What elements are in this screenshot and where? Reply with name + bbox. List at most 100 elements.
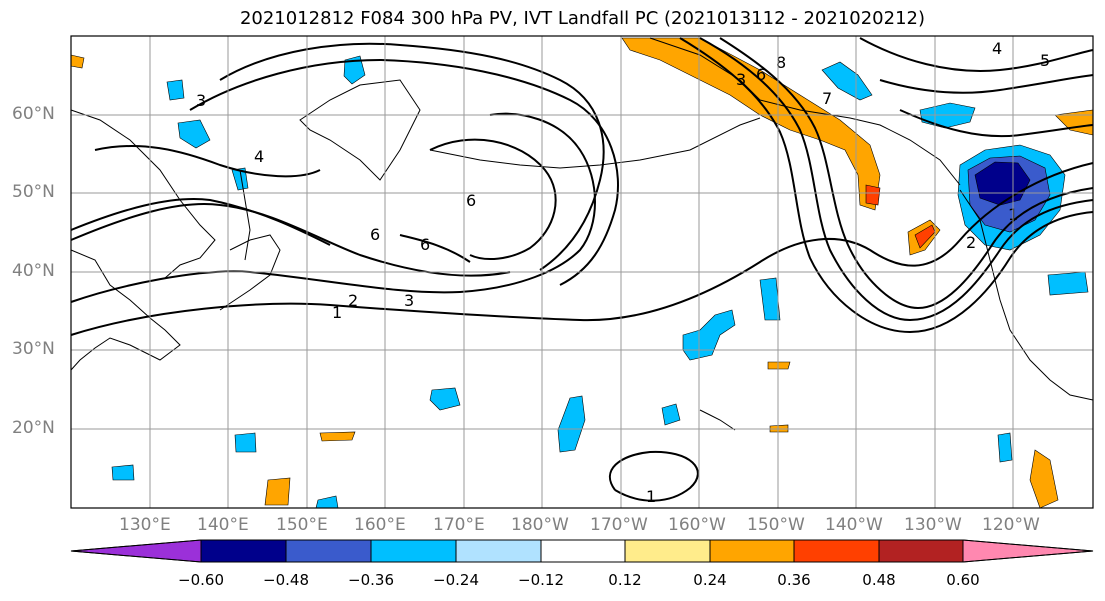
contour-label-6a: 6: [466, 191, 476, 210]
contour-label-4: 4: [254, 147, 264, 166]
colorbar-segment-2: [285, 539, 372, 563]
pv-contour-arc1: [219, 42, 605, 271]
colorbar-segment-under: [70, 539, 202, 563]
pv-contour-3: [70, 203, 511, 277]
colorbar-tick-2: −0.48: [263, 571, 309, 589]
colorbar-segment-7: [709, 539, 795, 563]
negative-anomaly-11: [661, 403, 681, 426]
pv-contour-ne3: [899, 109, 1094, 138]
colorbar-tick-10: 0.60: [946, 571, 980, 589]
negative-anomaly-1: [821, 61, 873, 101]
contour-label-7: 7: [822, 89, 832, 108]
colorbar-segment-3: [370, 539, 457, 563]
contour-label-6c: 6: [420, 235, 430, 254]
lon-label-130e: 130°E: [119, 515, 171, 535]
colorbar-tick-6: 0.12: [608, 571, 642, 589]
colorbar-tick-4: −0.24: [433, 571, 479, 589]
pv-contour-5: [70, 198, 331, 246]
colorbar-segment-6: [624, 539, 711, 563]
positive-anomaly-core: [865, 184, 881, 206]
aleutians: [429, 117, 761, 169]
japan: [219, 234, 281, 311]
pv-contour-4: [94, 145, 321, 178]
contour-labels: 1 2 3 4 6 6 6 3 1 3 6 8 7 4 5 1 2: [196, 39, 1050, 506]
contour-label-4b: 4: [992, 39, 1002, 58]
contour-label-3b: 3: [196, 91, 206, 110]
negative-anomaly-9: [429, 387, 461, 411]
negative-anomaly-6: [231, 167, 249, 191]
pv-contour-trough3: [719, 37, 1094, 310]
lon-label-160e: 160°E: [354, 515, 406, 535]
pv-contour-1: [70, 162, 1094, 336]
colorbar-segment-5: [540, 539, 626, 563]
positive-anomaly-small2: [767, 361, 791, 370]
contour-label-1: 1: [332, 303, 342, 322]
contour-label-8: 8: [776, 53, 786, 72]
negative-anomaly-15: [1047, 271, 1089, 296]
lat-label-20n: 20°N: [12, 418, 55, 438]
negative-anomaly-13: [111, 464, 135, 481]
negative-anomaly-3: [343, 55, 366, 85]
positive-anomaly-small1: [319, 431, 356, 442]
negative-anomaly-8: [682, 309, 736, 361]
pv-contour-6b: [399, 234, 471, 263]
colorbar-tick-7: 0.24: [693, 571, 727, 589]
colorbar-segment-4: [455, 539, 542, 563]
lon-label-140w: 140°W: [825, 515, 883, 535]
contour-label-3: 3: [404, 291, 414, 310]
kamchatka: [299, 79, 421, 181]
contour-label-1-south: 1: [646, 487, 656, 506]
north-america-west: [959, 189, 1094, 401]
lat-label-40n: 40°N: [12, 261, 55, 281]
negative-anomaly-10: [557, 395, 586, 453]
colorbar-tick-8: 0.36: [777, 571, 811, 589]
coastlines: [70, 37, 1094, 431]
positive-anomaly-south1: [1029, 449, 1059, 509]
pv-contour-ne1: [859, 37, 1094, 72]
negative-anomaly-4: [166, 79, 185, 101]
figure-title: 2021012812 F084 300 hPa PV, IVT Landfall…: [239, 8, 926, 29]
lon-label-130w: 130°W: [904, 515, 962, 535]
alaska: [649, 37, 961, 186]
colorbar-tick-9: 0.48: [862, 571, 896, 589]
negative-anomaly-12: [234, 432, 257, 453]
pv-contour-south: [608, 450, 699, 502]
lon-label-150e: 150°E: [276, 515, 328, 535]
colorbar: [70, 539, 1094, 563]
colorbar-segment-8: [793, 539, 880, 563]
negative-anomaly-5: [177, 119, 211, 149]
colorbar-tick-3: −0.36: [348, 571, 394, 589]
pv-contour-arc2: [189, 58, 619, 286]
colorbar-segment-9: [878, 539, 964, 563]
contour-label-3c: 3: [736, 70, 746, 89]
contour-label-5: 5: [1040, 51, 1050, 70]
lon-label-140e: 140°E: [197, 515, 249, 535]
lon-label-170w: 170°W: [590, 515, 648, 535]
lon-label-160w: 160°W: [668, 515, 726, 535]
positive-anomaly-south2: [264, 477, 291, 506]
hawaii: [699, 409, 736, 431]
pv-contours: [70, 37, 1094, 502]
lat-label-60n: 60°N: [12, 104, 55, 124]
lat-label-50n: 50°N: [12, 182, 55, 202]
asia-coast: [70, 249, 181, 371]
map-frame: [70, 35, 1094, 509]
pv-contour-ne2: [879, 74, 1094, 94]
lon-label-170e: 170°E: [433, 515, 485, 535]
colorbar-tick-5: −0.12: [518, 571, 564, 589]
lat-label-30n: 30°N: [12, 339, 55, 359]
lon-label-180w: 180°W: [511, 515, 569, 535]
lon-label-120w: 120°W: [982, 515, 1040, 535]
negative-anomaly-14: [997, 432, 1013, 463]
ivt-shading: [70, 37, 1094, 509]
sakhalin: [239, 169, 251, 261]
contour-label-6d: 6: [756, 65, 766, 84]
colorbar-segment-over: [962, 539, 1094, 563]
pv-contour-trough1: [699, 37, 1094, 322]
contour-label-2-east: 2: [966, 233, 976, 252]
lon-label-150w: 150°W: [747, 515, 805, 535]
pv-contour-6a: [429, 138, 557, 260]
colorbar-segment-1: [200, 539, 287, 563]
gridlines: [71, 36, 1093, 508]
